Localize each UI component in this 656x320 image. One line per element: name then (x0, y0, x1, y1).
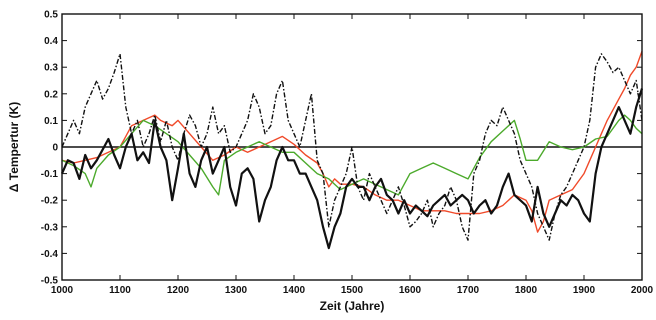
y-tick-label: 0.5 (44, 10, 58, 21)
y-tick-label: -0.3 (41, 222, 59, 233)
y-tick-label: -0.1 (41, 169, 59, 180)
x-tick-label: 1200 (167, 285, 190, 296)
y-tick-label: 0 (52, 143, 58, 154)
y-tick-label: -0.5 (41, 276, 59, 287)
x-tick-label: 2000 (631, 285, 654, 296)
y-tick-label: 0.4 (44, 36, 58, 47)
series-line-4 (61, 53, 643, 241)
x-tick-label: 1800 (515, 285, 538, 296)
x-tick-label: 1400 (283, 285, 306, 296)
x-tick-label: 1900 (573, 285, 596, 296)
y-tick-label: 0.3 (44, 63, 58, 74)
x-tick-label: 1000 (51, 285, 74, 296)
x-axis-title: Zeit (Jahre) (320, 299, 385, 313)
x-tick-label: 1500 (341, 285, 364, 296)
tick-layer: 1000 1100 1200 1300 1400 1500 1600 1700 1800 1900… (41, 10, 654, 297)
series-layer (60, 50, 644, 250)
y-tick-label: -0.2 (41, 196, 59, 207)
series-line-3 (60, 88, 644, 250)
y-axis-title: Δ Tempertur (K) (7, 102, 21, 192)
y-tick-label: 0.2 (44, 89, 58, 100)
x-tick-label: 1700 (457, 285, 480, 296)
y-tick-label: 0.1 (44, 116, 58, 127)
x-tick-label: 1600 (399, 285, 422, 296)
y-tick-label: -0.4 (41, 249, 59, 260)
x-tick-label: 1100 (109, 285, 131, 296)
x-tick-label: 1300 (225, 285, 248, 296)
